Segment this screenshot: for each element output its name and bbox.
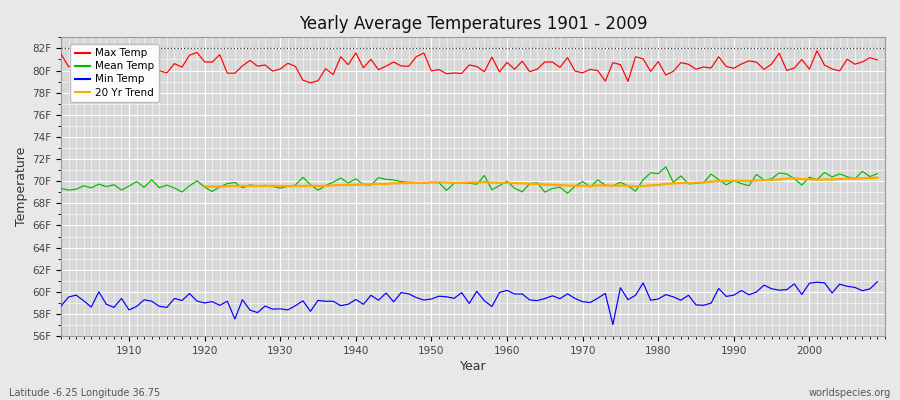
Text: worldspecies.org: worldspecies.org bbox=[809, 388, 891, 398]
Y-axis label: Temperature: Temperature bbox=[15, 147, 28, 226]
X-axis label: Year: Year bbox=[460, 360, 486, 373]
Legend: Max Temp, Mean Temp, Min Temp, 20 Yr Trend: Max Temp, Mean Temp, Min Temp, 20 Yr Tre… bbox=[70, 44, 158, 102]
Title: Yearly Average Temperatures 1901 - 2009: Yearly Average Temperatures 1901 - 2009 bbox=[299, 15, 647, 33]
Text: Latitude -6.25 Longitude 36.75: Latitude -6.25 Longitude 36.75 bbox=[9, 388, 160, 398]
